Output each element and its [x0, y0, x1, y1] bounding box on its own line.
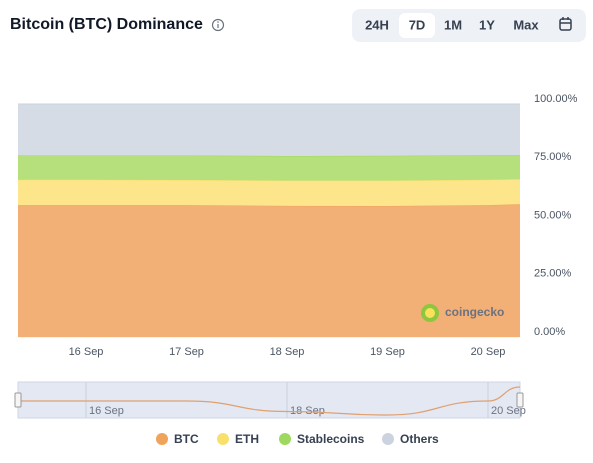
area [18, 179, 520, 207]
legend-label[interactable]: BTC [174, 432, 199, 446]
y-tick-label: 50.00% [534, 209, 572, 221]
area [18, 204, 520, 337]
x-tick-label: 20 Sep [471, 346, 506, 358]
watermark-text: coingecko [445, 305, 504, 319]
area [18, 104, 520, 156]
legend-label[interactable]: Stablecoins [297, 432, 365, 446]
chart-title: Bitcoin (BTC) Dominance [10, 16, 203, 33]
legend-dot [382, 433, 394, 445]
legend-label[interactable]: ETH [235, 432, 259, 446]
range-button[interactable]: 1M [444, 17, 462, 32]
y-tick-label: 25.00% [534, 268, 572, 280]
y-tick-label: 100.00% [534, 93, 578, 105]
navigator-handle[interactable] [516, 392, 524, 408]
x-tick-label: 16 Sep [69, 346, 104, 358]
watermark: coingecko [421, 304, 504, 322]
navigator-line [18, 386, 521, 416]
legend-dot [279, 433, 291, 445]
legend-label[interactable]: Others [400, 432, 439, 446]
legend-dot [156, 433, 168, 445]
legend-dot [217, 433, 229, 445]
y-tick-label: 0.00% [534, 326, 565, 338]
navigator-label: 18 Sep [290, 405, 325, 417]
x-tick-label: 18 Sep [270, 346, 305, 358]
y-tick-label: 75.00% [534, 151, 572, 163]
x-tick-label: 17 Sep [169, 346, 204, 358]
navigator-handle[interactable] [14, 392, 22, 408]
range-button[interactable]: 1Y [479, 17, 495, 32]
info-icon[interactable] [211, 18, 225, 32]
x-tick-label: 19 Sep [370, 346, 405, 358]
area [18, 155, 520, 181]
range-button[interactable]: 7D [409, 17, 426, 32]
navigator-label: 16 Sep [89, 405, 124, 417]
range-button-active[interactable] [399, 13, 435, 38]
calendar-icon[interactable] [559, 17, 572, 31]
range-button[interactable]: 24H [365, 17, 389, 32]
range-button[interactable]: Max [513, 17, 539, 32]
navigator-label: 20 Sep [491, 405, 526, 417]
